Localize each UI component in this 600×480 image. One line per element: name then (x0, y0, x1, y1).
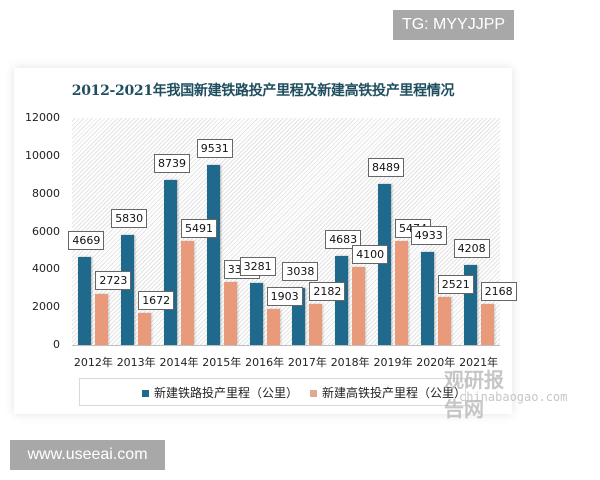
data-label: 8739 (154, 153, 190, 173)
data-label: 2723 (95, 271, 132, 291)
watermark-top-right: TG: MYYJJPP (393, 10, 514, 40)
legend-item-railway: 新建铁路投产里程（公里） (142, 384, 298, 401)
bar-hsr (181, 241, 194, 345)
logo-watermark: 观研报告网 (444, 368, 504, 421)
data-label: 4208 (453, 239, 490, 259)
data-label: 4669 (68, 230, 105, 250)
data-label: 5830 (111, 208, 148, 228)
x-tick-label: 2019年 (373, 356, 413, 369)
data-label: 3038 (282, 261, 319, 281)
data-label: 8489 (368, 158, 404, 178)
x-tick-label: 2016年 (245, 356, 285, 369)
y-tick-label: 8000 (32, 186, 60, 200)
data-label: 4933 (410, 225, 447, 245)
bar-hsr (480, 304, 494, 345)
bar-railway (206, 164, 220, 345)
x-tick-label: 2021年 (459, 356, 499, 369)
data-label: 2182 (309, 281, 346, 301)
data-label: 2521 (437, 275, 474, 295)
bar-hsr (266, 309, 280, 345)
bar-railway (164, 179, 177, 345)
bar-hsr (352, 267, 366, 345)
data-label: 1903 (266, 287, 303, 306)
x-axis-line (72, 345, 500, 346)
y-tick-label: 12000 (25, 111, 60, 124)
legend-swatch-icon (310, 390, 317, 397)
data-label: 4683 (325, 230, 362, 250)
chart-card: 2012-2021年我国新建铁路投产里程及新建高铁投产里程情况 0 2000 400… (14, 68, 567, 421)
bar-hsr (437, 297, 451, 345)
y-tick-label: 4000 (32, 262, 60, 276)
x-tick-label: 2018年 (330, 356, 370, 369)
chart-title: 2012-2021年我国新建铁路投产里程及新建高铁投产里程情况 (71, 83, 455, 99)
y-tick-label: 2000 (32, 300, 60, 314)
legend-item-hsr: 新建高铁投产里程（公里） (310, 384, 466, 401)
data-label: 3281 (239, 256, 276, 276)
x-tick-label: 2012年 (73, 356, 113, 369)
x-tick-label: 2015年 (202, 356, 242, 369)
y-tick-label: 10000 (25, 148, 60, 162)
legend: 新建铁路投产里程（公里） 新建高铁投产里程（公里） (79, 378, 466, 406)
x-tick-label: 2013年 (116, 356, 156, 369)
logo-watermark-url: chinabaogao.com (459, 390, 568, 404)
bar-railway (420, 251, 434, 345)
data-label: 9531 (196, 138, 233, 158)
legend-swatch-icon (142, 390, 149, 397)
data-label: 2168 (480, 281, 517, 301)
bar-railway (78, 256, 92, 345)
bar-railway (249, 282, 263, 345)
bar-hsr (223, 282, 237, 345)
y-tick-label: 0 (53, 338, 60, 351)
bar-hsr (395, 241, 408, 345)
watermark-bottom-left: www.useeai.com (10, 440, 165, 470)
bar-hsr (138, 313, 152, 345)
legend-label: 新建高铁投产里程（公里） (322, 386, 467, 400)
bar-hsr (309, 303, 323, 345)
x-tick-label: 2020年 (416, 356, 456, 369)
data-label: 5491 (181, 219, 217, 239)
bar-railway (378, 184, 391, 345)
data-label: 1672 (138, 291, 175, 311)
y-tick-label: 6000 (32, 224, 60, 238)
legend-label: 新建铁路投产里程（公里） (154, 386, 299, 400)
data-label: 4100 (352, 245, 389, 265)
x-tick-label: 2014年 (159, 356, 199, 369)
bar-hsr (95, 293, 109, 345)
x-tick-label: 2017年 (287, 356, 327, 369)
